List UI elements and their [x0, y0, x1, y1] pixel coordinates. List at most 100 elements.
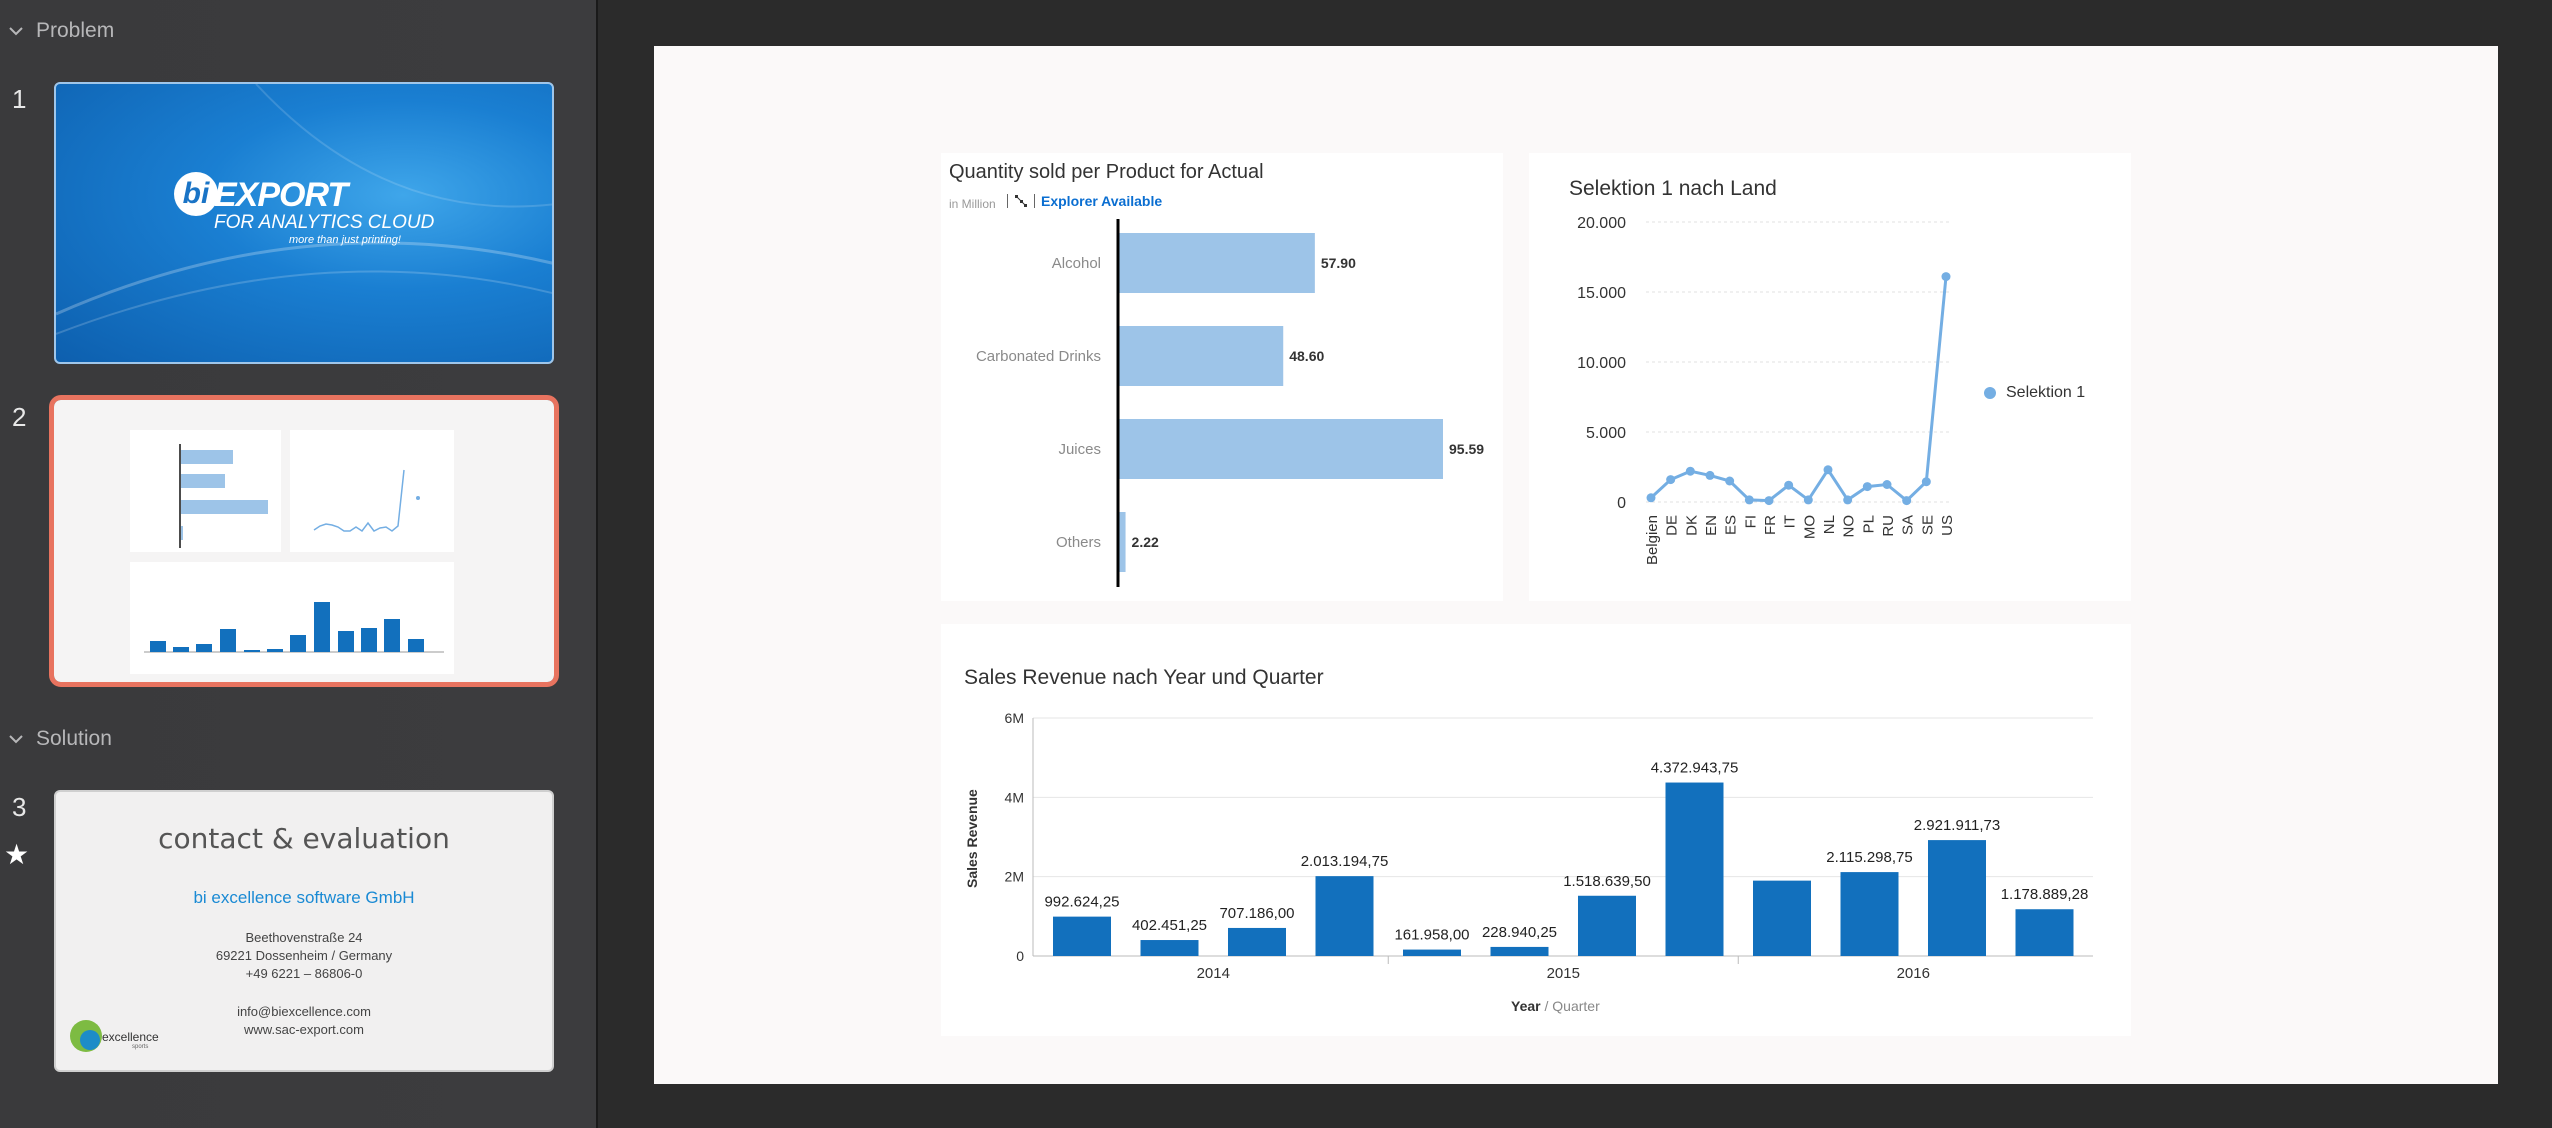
- y-tick-label: 10.000: [1577, 355, 1626, 372]
- logo-tagline: more than just printing!: [289, 234, 401, 246]
- background-swoosh: [56, 84, 552, 335]
- x-tick-label: IT: [1782, 515, 1799, 528]
- x-axis-title-main: Year: [1511, 998, 1541, 1014]
- logo-subtitle: FOR ANALYTICS CLOUD: [214, 212, 435, 233]
- y-tick-label: 0: [1617, 495, 1626, 512]
- x-tick-label: Belgien: [1644, 515, 1661, 565]
- selektion-chart-card[interactable]: Selektion 1 nach Land 0 5.000 10.000 15.000…: [1529, 153, 2131, 601]
- data-point: [1882, 480, 1892, 489]
- quantity-chart-card[interactable]: Quantity sold per Product for Actual in …: [941, 153, 1503, 601]
- bar: [1315, 876, 1374, 956]
- data-point: [1725, 476, 1735, 486]
- slide-thumbnail-1[interactable]: bi EXPORT FOR ANALYTICS CLOUD more than …: [54, 82, 554, 364]
- bar: [1490, 946, 1549, 956]
- y-tick-label: 5.000: [1586, 425, 1626, 442]
- address-city: 69221 Dossenheim / Germany: [215, 948, 393, 963]
- chevron-down-icon: [9, 27, 23, 36]
- data-label: 48.60: [1289, 348, 1324, 364]
- category-label: Carbonated Drinks: [976, 348, 1101, 365]
- sales-revenue-chart-card[interactable]: Sales Revenue nach Year und Quarter 0 2M 4…: [941, 624, 2131, 1036]
- data-point: [1921, 477, 1931, 487]
- logo-subtext: sports: [132, 1044, 149, 1050]
- x-tick-label: DE: [1664, 515, 1681, 536]
- bar: [1928, 840, 1986, 956]
- slide-canvas: Quantity sold per Product for Actual in …: [654, 46, 2498, 1084]
- bar: [1840, 872, 1899, 956]
- mini-bar-chart: [130, 430, 281, 552]
- bar: [1403, 949, 1461, 956]
- x-tick-label: SA: [1900, 515, 1917, 535]
- data-label: 2.22: [1132, 534, 1159, 550]
- data-label: 2.921.911,73: [1914, 817, 2000, 834]
- data-label: 1.178.889,28: [2001, 886, 2089, 903]
- bar: [1118, 419, 1443, 479]
- bar: [1578, 895, 1636, 956]
- data-point: [1784, 480, 1794, 490]
- slide-number: 3: [12, 792, 27, 822]
- slide-thumbnail-2-content: [54, 400, 554, 682]
- data-point: [1685, 466, 1695, 476]
- mini-column-chart: [130, 562, 454, 674]
- x-tick-label: EN: [1703, 515, 1720, 536]
- x-tick-label: NO: [1841, 515, 1858, 538]
- y-tick-label: 6M: [1005, 710, 1024, 726]
- address-street: Beethovenstraße 24: [245, 930, 363, 945]
- section-problem-header[interactable]: Problem: [8, 11, 114, 51]
- section-label: Solution: [36, 727, 112, 750]
- chart-legend[interactable]: Selektion 1: [1984, 384, 2085, 402]
- phone-number: +49 6221 – 86806-0: [245, 966, 363, 981]
- slide-navigator: Problem 1 bi EXPORT FOR ANALYTICS CLOUD …: [0, 0, 598, 1128]
- x-tick-label: NL: [1821, 515, 1838, 534]
- explorer-available-link[interactable]: Explorer Available: [1041, 193, 1163, 209]
- data-label: 95.59: [1449, 441, 1484, 457]
- bar: [1753, 880, 1811, 956]
- series-line: [1649, 276, 1948, 503]
- excellence-logo-mark: [70, 1020, 102, 1052]
- logo-mark: bi: [174, 172, 218, 216]
- x-tick-label: SE: [1919, 515, 1936, 535]
- data-point: [1823, 465, 1833, 475]
- sales-revenue-bar-chart: 0 2M 4M 6M 992.624,25 402.451,25 707.186,00 2.0…: [1005, 710, 2093, 982]
- website-url: www.sac-export.com: [244, 1022, 364, 1037]
- chart-title: Sales Revenue nach Year und Quarter: [964, 666, 1324, 689]
- legend-dot-icon: [1984, 387, 1996, 399]
- email-address: info@biexcellence.com: [237, 1004, 371, 1019]
- contact-title: contact & evaluation: [158, 822, 450, 855]
- x-tick-label: DK: [1683, 515, 1700, 536]
- data-label: 707.186,00: [1219, 905, 1294, 922]
- data-point: [1843, 495, 1853, 505]
- logo-text: excellence: [102, 1030, 159, 1044]
- divider: [1034, 194, 1035, 208]
- section-label: Problem: [36, 19, 115, 42]
- explorer-icon[interactable]: [1014, 194, 1028, 208]
- x-axis-title-sub: / Quarter: [1544, 998, 1600, 1014]
- x-tick-label: FR: [1762, 515, 1779, 535]
- x-group-label: 2015: [1547, 965, 1580, 982]
- x-tick-label: US: [1939, 515, 1956, 536]
- section-solution-header[interactable]: Solution: [8, 719, 112, 759]
- data-point: [1744, 495, 1754, 505]
- y-tick-label: 2M: [1005, 869, 1024, 885]
- x-tick-label: PL: [1860, 515, 1877, 533]
- data-point: [1803, 495, 1813, 505]
- bar: [1118, 326, 1284, 386]
- mini-bar-chart-graphic: [179, 444, 268, 548]
- company-name: bi excellence software GmbH: [193, 888, 415, 907]
- y-tick-label: 0: [1016, 948, 1024, 964]
- mini-line-chart-graphic: [313, 469, 420, 533]
- chart-title: Selektion 1 nach Land: [1569, 177, 1777, 200]
- data-label: 1.518.639,50: [1563, 873, 1651, 890]
- category-label: Others: [1056, 534, 1101, 551]
- x-tick-label: MO: [1801, 515, 1818, 539]
- mini-column-chart-graphic: [144, 602, 444, 653]
- slide-thumbnail-3[interactable]: contact & evaluation bi excellence softw…: [54, 790, 554, 1072]
- mini-line-chart: [290, 430, 454, 552]
- slide-thumbnail-2-selected[interactable]: [49, 395, 559, 687]
- data-label: 4.372.943,75: [1651, 760, 1739, 777]
- logo-wordmark: EXPORT: [214, 176, 348, 214]
- legend-label: Selektion 1: [2006, 384, 2086, 401]
- explorer-toolbar: Explorer Available: [1007, 191, 1162, 211]
- data-label: 161.958,00: [1394, 927, 1469, 944]
- y-axis-title: Sales Revenue: [964, 789, 980, 888]
- data-point: [1705, 470, 1715, 480]
